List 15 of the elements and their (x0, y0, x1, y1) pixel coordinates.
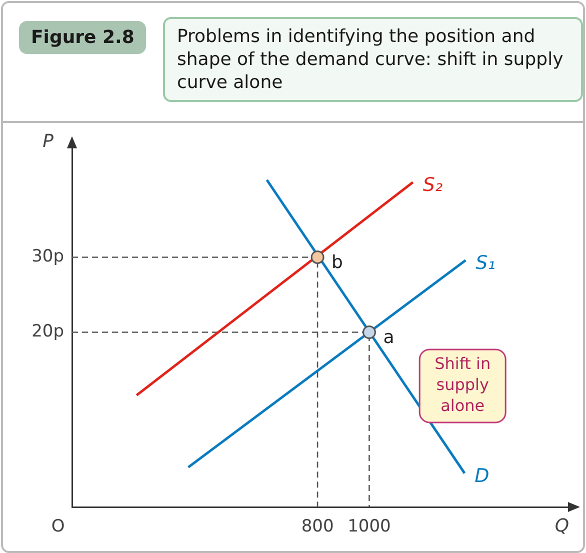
caption: Figure 2.8 (19, 21, 146, 54)
annotation: Shift in supply alone (434, 354, 491, 416)
x-tick-label: 800 (301, 516, 334, 537)
series-label: b (332, 252, 343, 273)
series-label: a (383, 326, 394, 348)
series-label: D (474, 465, 490, 488)
series-label: S₁ (476, 252, 496, 274)
y-tick-label: 30p (32, 246, 64, 267)
x-axis-title: Q (554, 516, 570, 537)
series-label: S₂ (422, 174, 443, 196)
chart-title: Problems in identifying the position and shape of the demand curve: shift in supply curve alone (163, 17, 583, 102)
x-tick-label: 1000 (348, 516, 391, 537)
y-axis-title: P (42, 130, 54, 152)
text: O (51, 516, 65, 536)
y-tick-label: 20p (32, 322, 64, 342)
